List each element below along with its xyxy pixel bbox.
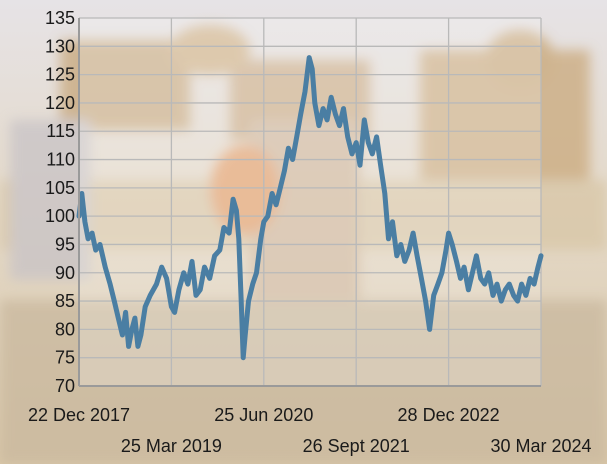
y-tick-label: 125	[45, 65, 75, 85]
x-tick-label: 30 Mar 2024	[490, 436, 591, 456]
y-tick-label: 75	[55, 348, 75, 368]
y-tick-label: 105	[45, 178, 75, 198]
y-tick-label: 115	[46, 121, 75, 141]
y-axis: 70 75 80 85 90 95 100 105 110 115 120 125 130 135	[45, 8, 75, 396]
x-tick-label: 22 Dec 2017	[28, 405, 130, 425]
x-tick-label: 26 Sept 2021	[303, 436, 410, 456]
y-tick-label: 135	[45, 8, 75, 28]
price-series-line	[76, 55, 544, 361]
x-tick-label: 28 Dec 2022	[398, 405, 500, 425]
y-tick-label: 70	[55, 376, 75, 396]
axis-lines	[78, 18, 541, 387]
x-tick-label: 25 Mar 2019	[121, 436, 222, 456]
y-tick-label: 80	[55, 319, 75, 339]
y-tick-label: 95	[55, 234, 75, 254]
y-tick-label: 90	[55, 263, 75, 283]
y-tick-label: 100	[45, 206, 75, 226]
plot-area	[79, 18, 541, 386]
y-tick-label: 85	[55, 291, 75, 311]
y-tick-label: 120	[45, 93, 75, 113]
x-tick-label: 25 Jun 2020	[214, 405, 313, 425]
x-axis: 22 Dec 2017 25 Mar 2019 25 Jun 2020 26 Sept…	[28, 405, 592, 456]
grid-lines	[78, 17, 542, 387]
y-tick-label: 110	[46, 150, 75, 170]
y-tick-label: 130	[45, 36, 75, 56]
